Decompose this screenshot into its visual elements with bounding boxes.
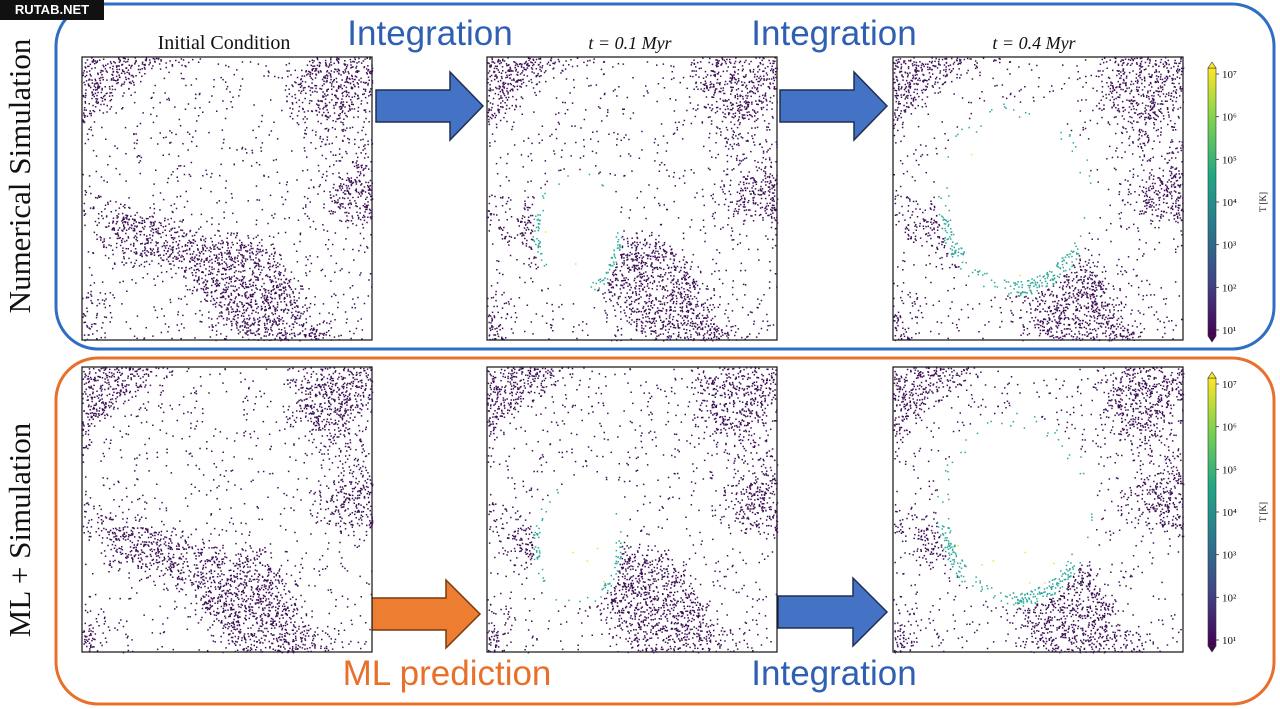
colorbar-tick-label: 10¹	[1222, 325, 1236, 337]
ml-frame	[54, 356, 1276, 706]
colorbar-tick-label: 10⁴	[1222, 197, 1237, 209]
colorbar-cap	[1207, 371, 1217, 379]
arrow	[370, 578, 482, 650]
particles	[487, 57, 779, 342]
colorbar-tick-label: 10⁵	[1222, 154, 1237, 166]
colorbar-tick-label: 10²	[1222, 592, 1237, 604]
colorbar-tick-label: 10⁶	[1222, 112, 1237, 124]
panel-title: t = 0.1 Myr	[588, 33, 672, 53]
simulation-frame	[54, 2, 1276, 351]
colorbar-cap	[1207, 61, 1217, 69]
panel-frame	[81, 56, 373, 341]
colorbar-tick-label: 10²	[1222, 282, 1237, 294]
colorbar-cap	[1207, 335, 1217, 343]
particles	[82, 367, 374, 654]
watermark-box	[0, 0, 104, 20]
step-label: Integration	[347, 14, 512, 53]
row-label: Numerical Simulation	[2, 38, 37, 313]
step-label: ML prediction	[343, 654, 552, 693]
colorbar-tick-label: 10⁵	[1222, 464, 1237, 476]
colorbar-tick-label: 10³	[1222, 240, 1237, 252]
panel-frame	[81, 366, 373, 653]
watermark: RUTAB.NET	[15, 2, 89, 17]
particles	[893, 57, 1185, 342]
colorbar-tick-label: 10⁴	[1222, 507, 1237, 519]
colorbar-tick-label: 10¹	[1222, 635, 1236, 647]
colorbar-tick-label: 10³	[1222, 550, 1237, 562]
colorbar-tick-label: 10⁶	[1222, 422, 1237, 434]
panel-title: t = 0.4 Myr	[992, 33, 1076, 53]
panel-frame	[892, 56, 1184, 341]
row-label: ML + Simulation	[2, 422, 37, 637]
panel-frame	[486, 366, 778, 653]
colorbar-label: T [K]	[1258, 502, 1268, 522]
colorbar-tick-label: 10⁷	[1222, 379, 1237, 391]
particles	[82, 57, 374, 342]
step-label: Integration	[751, 654, 916, 693]
arrow	[779, 70, 889, 142]
colorbar	[1207, 377, 1217, 647]
colorbar	[1207, 67, 1217, 337]
colorbar-tick-label: 10⁷	[1222, 69, 1237, 81]
panels	[81, 56, 1185, 654]
arrow	[375, 70, 485, 142]
step-label: Integration	[751, 14, 916, 53]
panel-title: Initial Condition	[158, 32, 291, 54]
colorbars: 10¹ 10² 10³ 10⁴ 10⁵ 10⁶ 10⁷ T [K] 10¹ 10² 10³ 10⁴ 10…	[1207, 61, 1268, 653]
colorbar-label: T [K]	[1258, 192, 1268, 212]
panel-frame	[486, 56, 778, 341]
arrow	[777, 576, 889, 648]
colorbar-cap	[1207, 645, 1217, 653]
